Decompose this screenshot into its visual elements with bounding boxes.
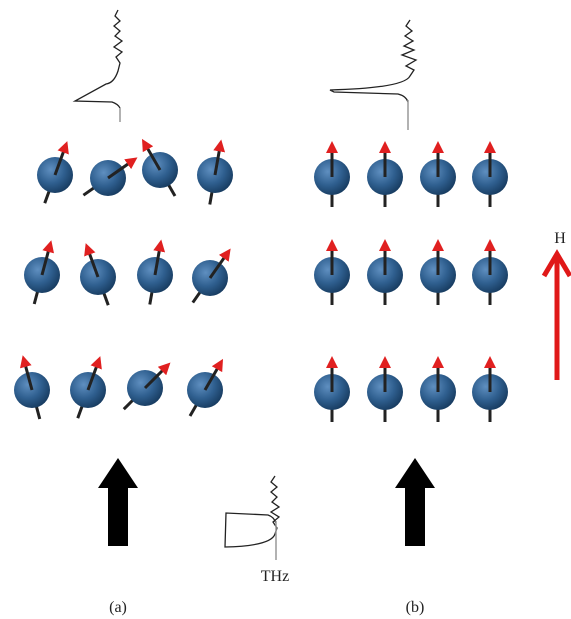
thz-pulse-source [225,476,279,547]
field-arrow [544,254,570,380]
excitation-arrow-b [395,458,435,546]
excitation-arrow-a [98,458,138,546]
panel-label: (b) [406,599,425,616]
panel-label: (a) [109,599,127,616]
source-label: THz [261,568,289,585]
thz-pulse-b [330,20,416,102]
spin-array [14,144,508,422]
field-label: H [554,230,566,247]
figure: H THz (a) (b) [0,0,571,619]
thz-pulse-a [75,10,122,108]
